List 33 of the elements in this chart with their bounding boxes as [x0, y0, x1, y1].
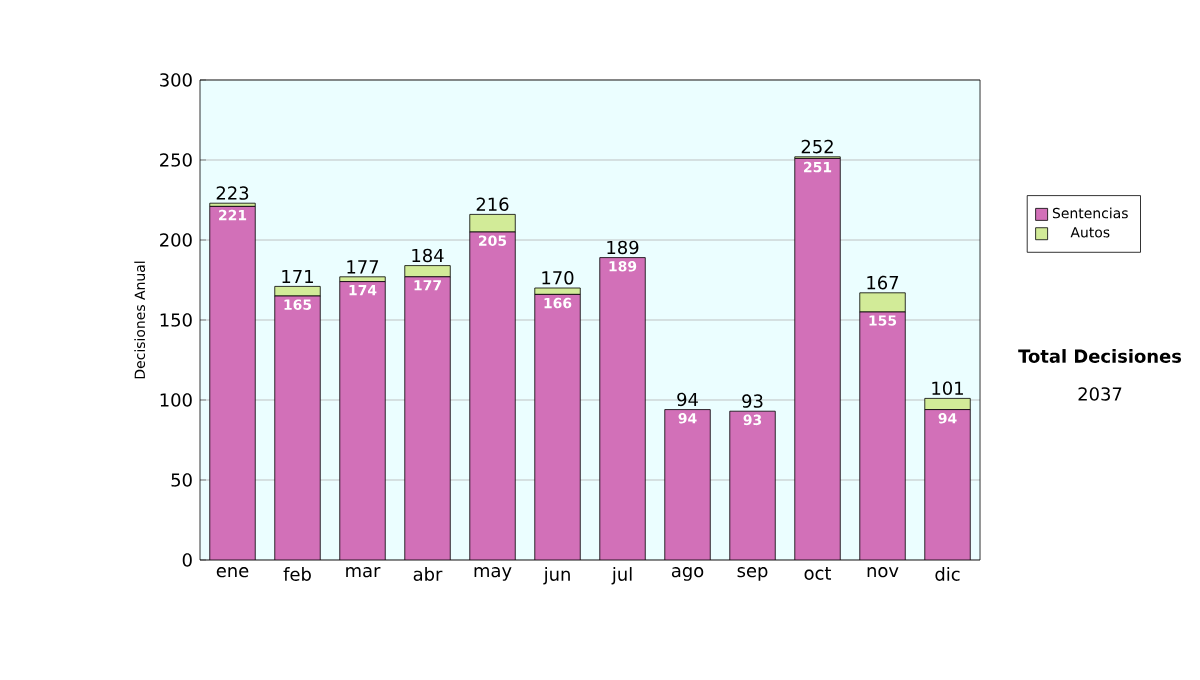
total-label: 189 — [607, 240, 639, 255]
x-tick-label: ago — [671, 567, 704, 581]
total-label: 177 — [347, 260, 379, 274]
y-tick-label: 100 — [160, 393, 192, 407]
x-tick-label: nov — [867, 567, 899, 578]
x-tick-label: jun — [543, 567, 570, 585]
y-tick-label: 50 — [171, 473, 192, 487]
total-label: 93 — [742, 394, 763, 408]
total-label: 101 — [932, 381, 963, 395]
x-tick-label: mar — [346, 567, 381, 578]
x-tick-label: dic — [935, 567, 960, 581]
y-tick-label: 0 — [182, 553, 192, 567]
total-label: 167 — [867, 275, 899, 290]
total-label: 223 — [216, 186, 249, 200]
x-tick-label: abr — [413, 567, 443, 581]
text: 2037 — [1078, 387, 1122, 401]
total-label: 216 — [476, 197, 509, 211]
total-label: 184 — [412, 248, 444, 263]
y-tick-label: 250 — [160, 153, 192, 167]
x-tick-label: oct — [804, 567, 832, 580]
total-label: 170 — [542, 271, 574, 285]
x-tick-label: sep — [737, 567, 768, 581]
y-tick-label: 150 — [160, 313, 192, 327]
x-tick-label: may — [474, 567, 512, 581]
x-tick-label: ene — [216, 567, 249, 578]
total-label: 94 — [677, 392, 698, 407]
y-tick-label: 200 — [160, 233, 192, 247]
total-label: 252 — [801, 139, 833, 154]
x-tick-label: jul — [611, 567, 632, 585]
text: Total Decisiones — [1018, 349, 1182, 363]
x-tick-label: feb — [283, 567, 311, 581]
y-tick-label: 300 — [160, 73, 192, 87]
total-label: 171 — [282, 269, 313, 283]
